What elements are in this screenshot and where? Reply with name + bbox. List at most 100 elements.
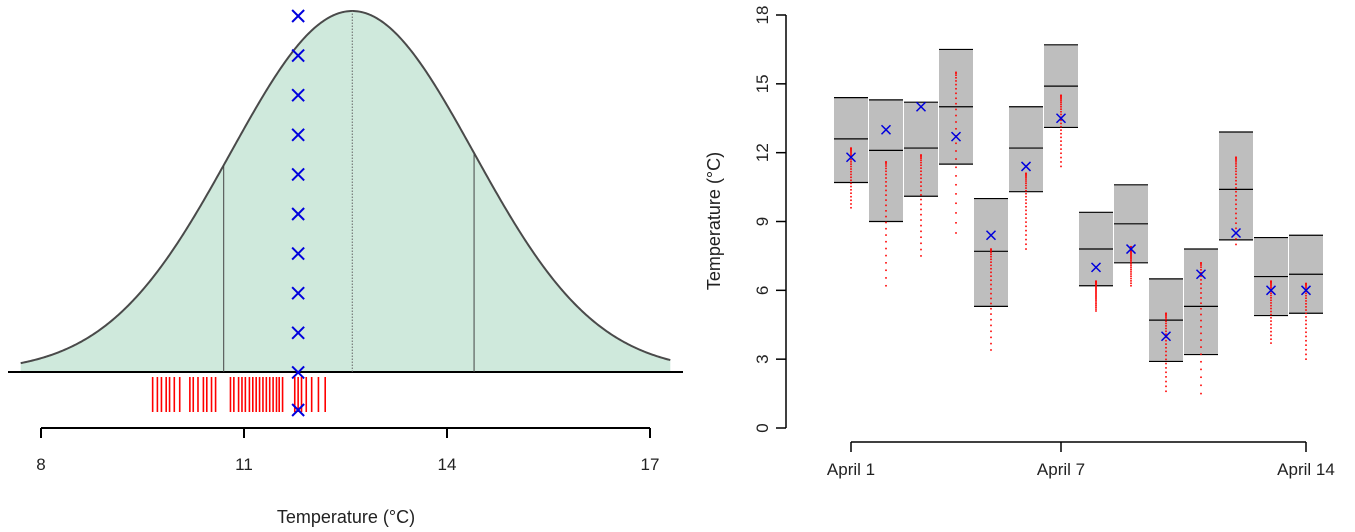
observed-cross-stroke-b xyxy=(1300,285,1312,296)
ensemble-point xyxy=(1130,282,1132,285)
ensemble-point xyxy=(885,269,887,272)
ensemble-point xyxy=(990,307,992,310)
ensemble-point xyxy=(1095,289,1097,292)
ensemble-point xyxy=(1200,332,1202,335)
day-box-group xyxy=(869,99,903,287)
ensemble-point xyxy=(1200,339,1202,341)
ensemble-point xyxy=(1060,140,1062,142)
ensemble-point xyxy=(850,189,852,191)
ensemble-point xyxy=(990,255,992,258)
x-axis-dates: April 1 April 7 April 14 xyxy=(827,441,1335,479)
ensemble-point xyxy=(955,142,957,145)
ensemble-point xyxy=(990,283,992,286)
ensemble-point xyxy=(1095,308,1097,310)
ensemble-point xyxy=(1305,312,1307,315)
ensemble-point xyxy=(1060,119,1062,122)
ensemble-point xyxy=(1270,330,1272,333)
x-tick-label: April 1 xyxy=(827,460,875,479)
ensemble-point xyxy=(1200,287,1202,290)
ensemble-point xyxy=(1060,105,1062,108)
ensemble-point xyxy=(885,240,887,243)
ensemble-point xyxy=(1235,183,1237,185)
ensemble-point xyxy=(920,164,922,167)
ensemble-point xyxy=(1060,94,1062,97)
y-tick-label: 9 xyxy=(753,217,772,226)
ensemble-point xyxy=(1025,180,1027,182)
observation-crosses xyxy=(291,9,305,380)
day-box-group xyxy=(1289,234,1323,360)
ensemble-point xyxy=(1305,358,1307,360)
ensemble-point xyxy=(1200,268,1202,271)
ensemble-point xyxy=(885,167,887,170)
ensemble-point xyxy=(885,254,887,257)
ensemble-point xyxy=(1130,273,1132,275)
ensemble-point xyxy=(1165,315,1167,317)
observed-cross-stroke-b xyxy=(1265,285,1277,296)
observed-cross xyxy=(1020,161,1032,172)
ensemble-point xyxy=(1235,203,1237,206)
ensemble-point xyxy=(1095,304,1097,307)
ensemble-point xyxy=(990,264,992,267)
ensemble-point xyxy=(1025,176,1027,179)
ensemble-point xyxy=(1025,175,1027,177)
ensemble-point xyxy=(1060,122,1062,125)
observed-cross xyxy=(915,101,927,112)
ensemble-point xyxy=(920,167,922,169)
ensemble-point xyxy=(1060,99,1062,102)
ensemble-point xyxy=(1305,335,1307,338)
ensemble-point xyxy=(850,185,852,188)
ensemble-point xyxy=(1200,262,1202,265)
ensemble-point xyxy=(1095,286,1097,288)
ensemble-point xyxy=(1200,307,1202,310)
ensemble-point xyxy=(1165,316,1167,319)
day-box-group xyxy=(1219,131,1253,246)
ensemble-point xyxy=(1165,318,1167,321)
ensemble-point xyxy=(955,193,957,195)
ensemble-point xyxy=(1270,334,1272,337)
observed-cross-stroke-b xyxy=(880,124,892,135)
ensemble-point xyxy=(885,165,887,167)
ensemble-point xyxy=(1200,360,1202,363)
observed-cross xyxy=(1195,269,1207,280)
ensemble-point xyxy=(1025,182,1027,184)
ensemble-point xyxy=(1200,271,1202,274)
interval-lines xyxy=(223,11,475,372)
day-box-group xyxy=(939,48,973,234)
observation-cross-stroke-b xyxy=(291,128,305,142)
ensemble-point xyxy=(990,275,992,277)
ensemble-point xyxy=(885,181,887,183)
ensemble-point xyxy=(1235,187,1237,189)
observed-cross-stroke-b xyxy=(1090,262,1102,273)
observed-cross xyxy=(1090,262,1102,273)
observation-cross xyxy=(291,365,305,380)
ensemble-point xyxy=(1095,302,1097,305)
ensemble-point xyxy=(1235,217,1237,220)
ensemble-point xyxy=(1270,316,1272,319)
observation-cross-stroke-b xyxy=(291,9,305,23)
ensemble-point xyxy=(955,92,957,95)
ensemble-point xyxy=(1235,170,1237,173)
ensemble-point xyxy=(1305,288,1307,291)
ensemble-point xyxy=(885,170,887,173)
observed-cross-stroke-b xyxy=(845,152,857,163)
ensemble-point xyxy=(1270,299,1272,302)
ensemble-point xyxy=(955,72,957,75)
ensemble-point xyxy=(920,155,922,158)
ensemble-point xyxy=(885,194,887,196)
ensemble-point xyxy=(920,230,922,233)
ensemble-point xyxy=(1235,227,1237,230)
ensemble-point xyxy=(850,206,852,209)
observation-cross xyxy=(291,9,305,23)
ensemble-point xyxy=(990,318,992,321)
x-tick-label: 11 xyxy=(235,455,253,474)
ensemble-point xyxy=(1235,222,1237,225)
ensemble-point xyxy=(1270,320,1272,322)
ensemble-point xyxy=(885,284,887,287)
ensemble-point xyxy=(1025,202,1027,205)
ensemble-point xyxy=(1060,96,1062,99)
ensemble-point xyxy=(1130,261,1132,263)
observation-cross-stroke-b xyxy=(291,286,305,300)
ensemble-point xyxy=(1305,319,1307,322)
ensemble-point xyxy=(955,87,957,90)
observed-cross xyxy=(950,131,962,142)
